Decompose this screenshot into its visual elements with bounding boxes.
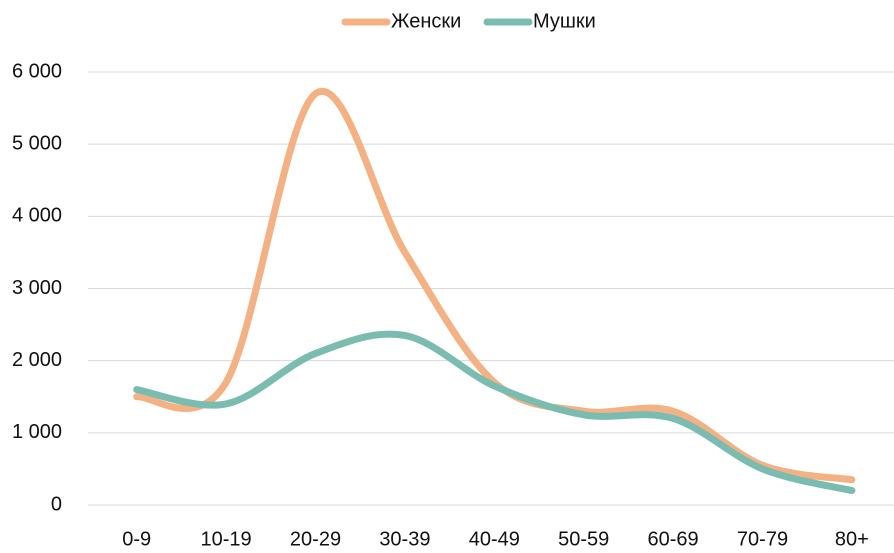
x-tick-label: 20-29 <box>290 528 341 550</box>
x-tick-label: 40-49 <box>469 528 520 550</box>
x-tick-label: 70-79 <box>737 528 788 550</box>
y-tick-label: 0 <box>51 493 62 515</box>
y-tick-label: 5 000 <box>12 132 62 154</box>
y-tick-label: 3 000 <box>12 277 62 299</box>
x-tick-label: 60-69 <box>648 528 699 550</box>
x-tick-label: 10-19 <box>201 528 252 550</box>
y-tick-label: 4 000 <box>12 205 62 227</box>
y-tick-label: 6 000 <box>12 60 62 82</box>
series-line <box>133 87 856 484</box>
y-tick-label: 2 000 <box>12 349 62 371</box>
x-tick-label: 0-9 <box>122 528 151 550</box>
y-tick-label: 1 000 <box>12 421 62 443</box>
x-tick-label: 80+ <box>835 528 869 550</box>
series-line <box>133 330 856 495</box>
x-tick-label: 50-59 <box>558 528 609 550</box>
legend-label: Женски <box>391 10 461 32</box>
legend-label: Мушки <box>533 10 596 32</box>
x-tick-label: 30-39 <box>379 528 430 550</box>
